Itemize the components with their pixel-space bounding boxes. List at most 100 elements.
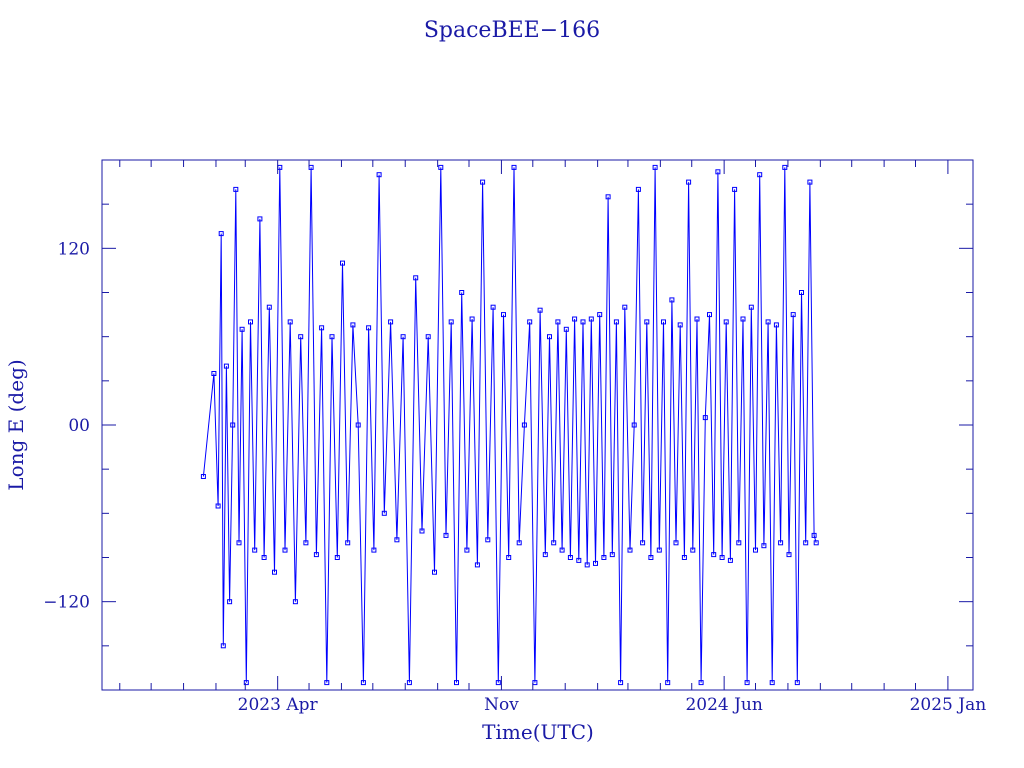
- data-point: [366, 325, 372, 331]
- data-point: [681, 555, 687, 560]
- data-point: [613, 319, 619, 325]
- y-tick-label: 00: [68, 416, 90, 436]
- data-point: [432, 569, 437, 575]
- data-point: [532, 680, 538, 686]
- y-tick-label: 120: [58, 239, 90, 259]
- data-point: [480, 179, 486, 185]
- data-point: [555, 319, 561, 325]
- data-point: [698, 680, 704, 686]
- x-tick-label: Nov: [484, 695, 519, 715]
- data-point: [813, 540, 819, 546]
- data-point: [501, 312, 506, 318]
- data-point: [218, 231, 224, 237]
- data-point: [786, 552, 792, 558]
- data-point: [584, 562, 590, 568]
- data-point: [200, 474, 206, 479]
- data-point: [474, 562, 480, 568]
- data-point: [448, 319, 454, 325]
- data-point: [329, 334, 335, 340]
- data-point: [419, 528, 425, 534]
- data-point: [778, 540, 784, 546]
- data-point: [236, 540, 242, 546]
- data-point: [527, 319, 533, 325]
- data-point: [495, 680, 501, 686]
- data-point: [690, 547, 696, 553]
- data-point: [765, 319, 771, 325]
- data-point: [686, 179, 692, 185]
- data-point: [631, 422, 637, 428]
- data-point: [652, 164, 658, 170]
- data-point: [715, 169, 721, 175]
- data-point: [794, 680, 800, 686]
- data-point: [292, 599, 298, 605]
- data-point: [627, 547, 633, 553]
- data-point: [702, 415, 708, 421]
- data-point: [563, 326, 569, 332]
- data-point: [773, 322, 779, 328]
- data-point: [334, 555, 340, 560]
- data-point: [464, 547, 470, 553]
- data-point: [220, 643, 226, 649]
- data-point: [345, 540, 351, 546]
- x-axis-label: Time(UTC): [482, 720, 594, 744]
- data-point: [282, 547, 288, 553]
- data-point: [807, 179, 813, 185]
- data-point: [572, 316, 578, 322]
- data-point: [648, 555, 654, 560]
- data-point: [257, 216, 263, 222]
- data-point: [313, 552, 319, 558]
- data-point: [622, 304, 628, 310]
- data-point: [719, 555, 725, 560]
- data-point: [811, 532, 817, 538]
- data-point: [490, 304, 496, 310]
- data-point: [580, 319, 586, 325]
- data-point: [239, 326, 245, 332]
- data-point: [360, 680, 366, 686]
- data-point: [400, 334, 406, 340]
- data-point: [319, 325, 325, 331]
- data-point: [287, 319, 293, 325]
- data-point: [215, 503, 221, 509]
- data-point: [567, 555, 573, 560]
- data-point: [485, 537, 491, 543]
- data-point: [597, 312, 603, 318]
- data-point: [551, 540, 557, 546]
- data-point: [516, 540, 522, 546]
- data-point: [782, 164, 788, 170]
- data-point: [511, 164, 517, 170]
- data-point: [669, 297, 675, 303]
- data-point: [656, 547, 662, 553]
- chart-title: SpaceBEE−166: [424, 18, 600, 43]
- data-point: [542, 552, 548, 558]
- x-tick-label: 2023 Apr: [238, 695, 319, 715]
- data-point: [601, 555, 607, 560]
- data-point: [454, 680, 459, 686]
- data-point: [537, 307, 543, 313]
- data-point: [394, 537, 400, 543]
- data-point: [298, 334, 304, 340]
- x-tick-label: 2025 Jan: [910, 695, 987, 715]
- y-tick-label: −120: [43, 593, 90, 613]
- data-point: [230, 422, 236, 428]
- data-point: [252, 547, 258, 553]
- data-point: [340, 260, 345, 266]
- data-point: [753, 547, 758, 553]
- data-point: [711, 552, 717, 558]
- data-point: [593, 560, 598, 566]
- x-tick-label: 2024 Jun: [685, 695, 762, 715]
- data-point: [732, 186, 738, 192]
- data-point: [799, 290, 804, 295]
- data-point: [605, 194, 611, 200]
- data-point: [211, 371, 217, 376]
- data-point: [547, 334, 552, 340]
- data-point: [381, 510, 387, 516]
- data-point: [761, 543, 767, 549]
- data-point: [790, 312, 796, 318]
- data-point: [521, 422, 527, 428]
- data-point: [740, 316, 746, 322]
- data-point: [233, 186, 239, 192]
- data-point: [469, 316, 475, 322]
- data-point: [308, 164, 314, 170]
- data-point: [609, 552, 615, 558]
